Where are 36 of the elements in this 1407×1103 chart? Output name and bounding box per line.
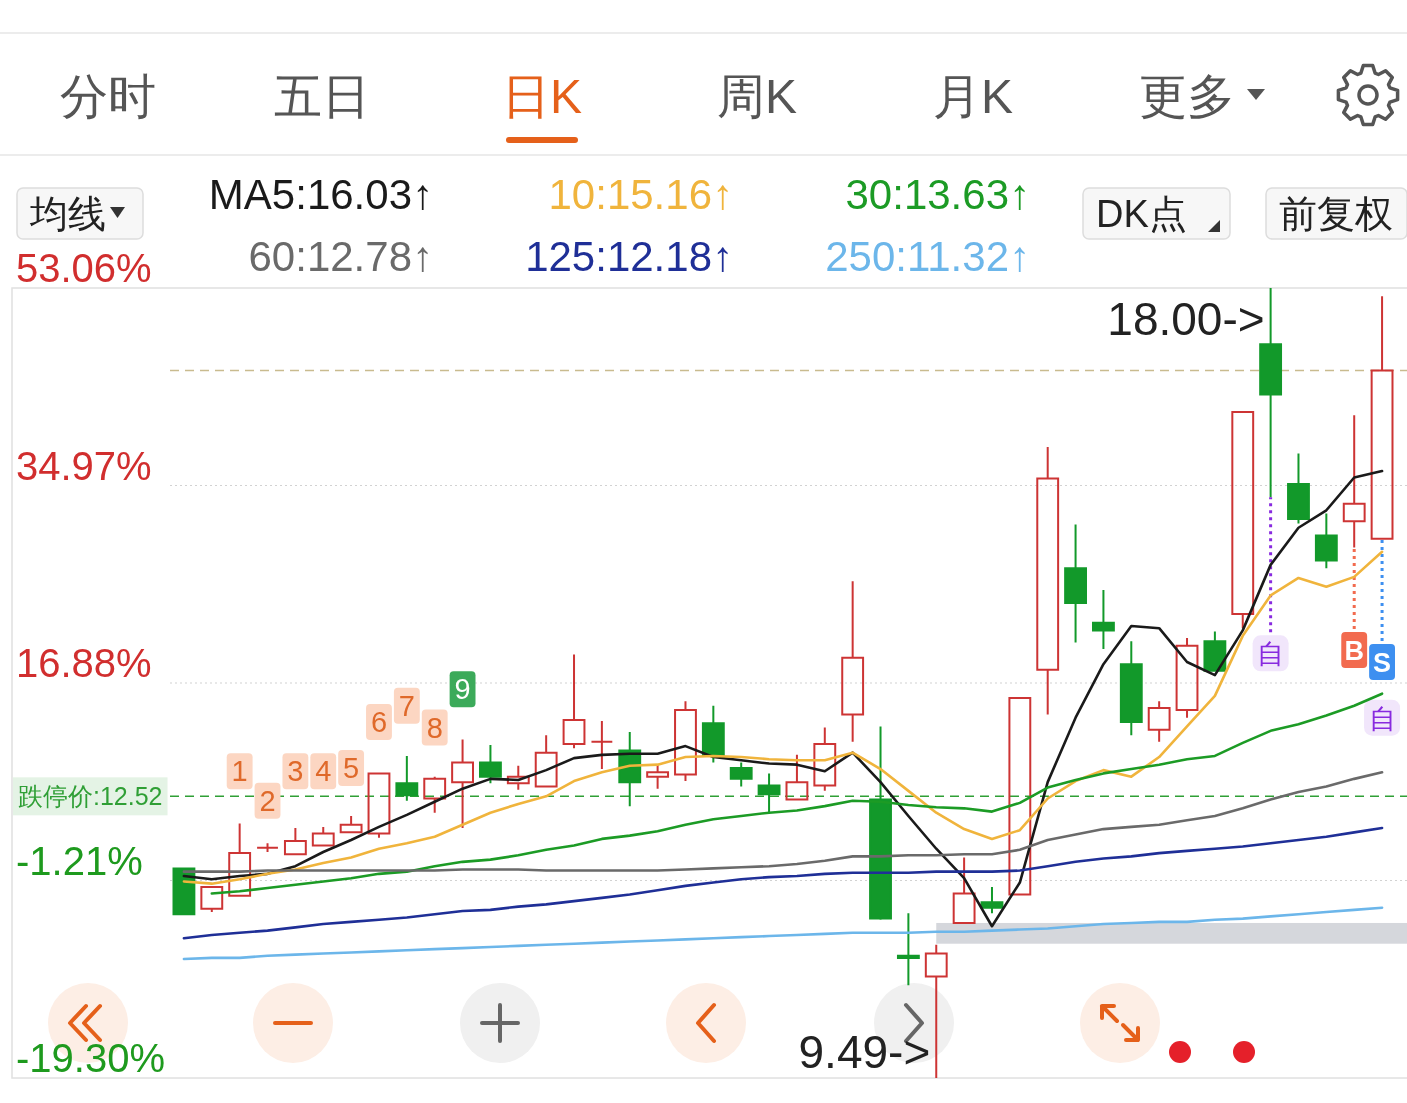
y-tick-label: 34.97% — [16, 443, 152, 488]
annotation: 18.00-> — [1107, 293, 1265, 345]
annotation: 3 — [287, 755, 304, 788]
tab-label: 分时 — [60, 70, 156, 123]
legend-entry: 10:15.16↑ — [548, 171, 733, 218]
y-tick-label: 53.06% — [16, 246, 152, 290]
tab-label: 更多 — [1139, 70, 1235, 123]
legend-entry: MA5:16.03↑ — [208, 171, 433, 218]
button-label: 前复权 — [1279, 193, 1393, 235]
button-label: DK点 — [1096, 193, 1187, 235]
annotation: 1 — [231, 755, 248, 788]
tab-label: 月K — [933, 70, 1013, 123]
annotation: 9.49-> — [798, 1026, 931, 1078]
legend-entry: 125:12.18↑ — [525, 233, 733, 280]
line-label: 跌停价:12.52 — [18, 782, 163, 811]
annotation: 9 — [454, 673, 471, 706]
annotation: 2 — [259, 784, 276, 817]
annotation: 4 — [315, 755, 332, 788]
annotation: 自 — [1368, 703, 1396, 734]
annotation: 7 — [398, 689, 415, 722]
y-tick-label: -1.21% — [16, 838, 143, 883]
tab-label: 日K — [502, 70, 582, 123]
y-tick-label: -19.30% — [16, 1036, 165, 1080]
tab-label: 周K — [717, 70, 797, 123]
annotation: 8 — [426, 711, 443, 744]
legend-entry: 60:12.78↑ — [248, 233, 433, 280]
legend-entry: 250:11.32↑ — [825, 233, 1030, 280]
annotation: S — [1373, 648, 1392, 679]
annotation: 5 — [343, 751, 360, 784]
annotation: B — [1344, 636, 1364, 667]
annotation: 6 — [370, 706, 388, 739]
tab-label: 五日 — [274, 70, 370, 123]
button-label: 均线 — [30, 193, 106, 235]
annotation: 自 — [1257, 639, 1285, 670]
legend-entry: 30:13.63↑ — [845, 171, 1030, 218]
y-tick-label: 16.88% — [16, 641, 152, 685]
